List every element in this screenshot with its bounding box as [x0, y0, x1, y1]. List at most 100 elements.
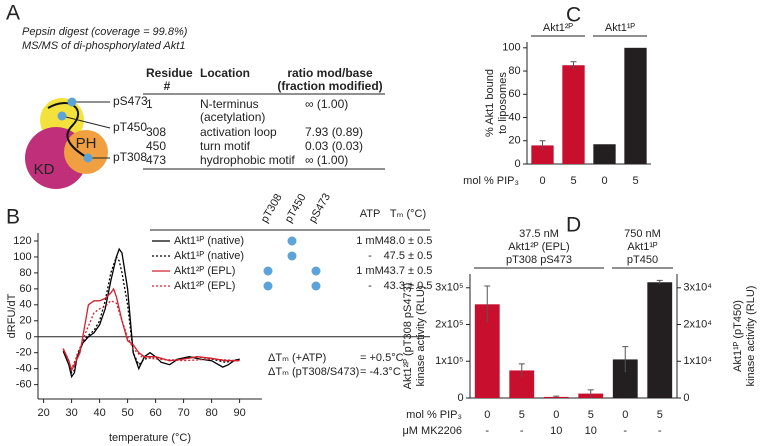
x-tick-label: 5	[519, 409, 525, 421]
annotation: = +0.5°C	[360, 352, 404, 364]
x-tick-label: -	[658, 425, 662, 437]
row-label: mol % PIP₃	[406, 409, 462, 421]
x-tick-label: 5	[588, 409, 594, 421]
legend-atp: -	[368, 280, 372, 292]
legend-header: pT450	[283, 192, 309, 225]
series-line	[62, 287, 240, 373]
y-tick-label: -40	[16, 363, 32, 375]
table-cell: activation loop	[200, 125, 277, 139]
bar	[531, 145, 554, 164]
axis-title: temperature (°C)	[109, 432, 191, 444]
y-tick-label: 20	[19, 315, 31, 327]
y-tick-label: 3x10⁵	[435, 282, 463, 294]
ph-domain	[64, 130, 108, 174]
site-label: pS473	[113, 94, 148, 108]
y-tick-label: 100	[13, 251, 31, 263]
y-tick-label: 40	[508, 111, 520, 123]
table-cell: (acetylation)	[200, 110, 265, 124]
phospho-dot	[311, 281, 321, 291]
y-tick-label: 2x10⁵	[435, 318, 463, 330]
axis-title: kinase activity (RLU)	[745, 286, 757, 387]
legend-atp: 1 mM	[356, 265, 384, 277]
error-bar	[570, 61, 577, 69]
axis-title: dRFU/dT	[6, 293, 18, 338]
y-tick-label: 80	[19, 267, 31, 279]
x-tick-label: 40	[93, 407, 105, 419]
legend-label: Akt1¹ᴾ (native)	[174, 235, 244, 247]
phospho-dot	[287, 236, 297, 246]
y-tick-label: -20	[16, 347, 32, 359]
x-tick-label: 0	[622, 409, 628, 421]
x-tick-label: 5	[632, 175, 638, 187]
legend-tm: 43.3 ± 0.5	[384, 280, 433, 292]
group-header: pT450	[627, 254, 658, 266]
annotation: ΔTₘ (pT308/S473)	[268, 366, 359, 378]
x-tick-label: 10	[550, 425, 562, 437]
table-header: #	[164, 79, 171, 93]
group-header: Akt1²ᴾ	[543, 22, 574, 34]
x-tick-label: 20	[37, 407, 49, 419]
table-cell: 1	[146, 97, 153, 111]
table-header: ratio mod/base	[287, 66, 373, 80]
y-tick-label: 40	[19, 299, 31, 311]
table-header: Location	[200, 66, 250, 80]
x-tick-label: 0	[553, 409, 559, 421]
legend-tm: 43.7 ± 0.5	[384, 265, 433, 277]
x-tick-label: -	[520, 425, 524, 437]
x-tick-label: 5	[657, 409, 663, 421]
axis-title: Akt1²ᴾ (pT308 pS473)	[402, 283, 414, 390]
bar	[562, 65, 585, 164]
x-tick-label: 30	[65, 407, 77, 419]
panel-label: B	[6, 206, 20, 229]
y-tick-label: 60	[19, 283, 31, 295]
x-tick-label: -	[623, 425, 627, 437]
y-tick-label: 100	[502, 42, 520, 54]
legend-header: ATP	[360, 208, 381, 220]
linker	[47, 102, 89, 159]
panel-label: D	[566, 214, 581, 237]
y-tick-label: 0	[457, 392, 463, 404]
x-tick-label: 5	[570, 175, 576, 187]
axis-title: Akt1¹ᴾ (pT450)	[732, 300, 744, 372]
legend-label: Akt1²ᴾ (EPL)	[174, 280, 235, 292]
y-tick-label: 0	[683, 392, 689, 404]
legend-tm: 47.5 ± 0.5	[384, 250, 433, 262]
table-cell: 0.03 (0.03)	[305, 139, 363, 153]
group-header: 37.5 nM	[519, 228, 559, 240]
phospho-dot	[287, 251, 297, 261]
caption: Pepsin digest (coverage = 99.8%)	[22, 26, 188, 38]
y-tick-label: 80	[508, 65, 520, 77]
panel-label: C	[566, 4, 581, 27]
group-header: Akt1²ᴾ (EPL)	[508, 241, 569, 253]
site-leader	[61, 115, 111, 129]
error-bar	[587, 389, 594, 398]
annotation: ΔTₘ (+ATP)	[268, 352, 326, 364]
table-cell: N-terminus	[200, 97, 259, 111]
domain-label: PH	[76, 135, 97, 152]
bar	[624, 47, 647, 164]
y-tick-label: 3x10⁴	[683, 282, 712, 294]
x-tick-label: 50	[121, 407, 133, 419]
x-tick-label: 90	[233, 407, 245, 419]
phospho-dot	[263, 266, 273, 276]
x-tick-label: 0	[539, 175, 545, 187]
legend-header: pS473	[307, 191, 333, 225]
legend-header: pT308	[259, 192, 285, 225]
phospho-dot	[263, 281, 273, 291]
y-tick-label: -60	[16, 379, 32, 391]
phospho-site	[57, 111, 67, 121]
axis-title: to liposomes	[497, 72, 509, 134]
y-tick-label: 1x10⁵	[435, 355, 463, 367]
site-label: pT308	[113, 150, 147, 164]
row-label: μM MK2206	[402, 425, 462, 437]
axis-title: kinase activity (RLU)	[415, 286, 427, 387]
legend-atp: -	[368, 250, 372, 262]
y-tick-label: 2x10⁴	[683, 318, 712, 330]
x-tick-label: 0	[601, 175, 607, 187]
table-header: Residue	[146, 66, 193, 80]
table-cell: 450	[146, 139, 166, 153]
phospho-site	[83, 153, 93, 163]
table-cell: ∞ (1.00)	[305, 153, 348, 167]
domain-label: KD	[34, 161, 55, 178]
